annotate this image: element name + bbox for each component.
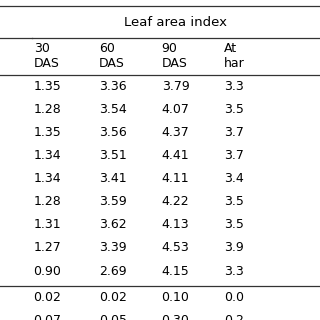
Text: 1.34: 1.34 xyxy=(34,172,61,185)
Text: 4.15: 4.15 xyxy=(162,265,189,277)
Text: 0.2: 0.2 xyxy=(224,315,244,320)
Text: 0.07: 0.07 xyxy=(34,315,61,320)
Text: DAS: DAS xyxy=(162,57,188,70)
Text: 3.5: 3.5 xyxy=(224,196,244,208)
Text: 4.13: 4.13 xyxy=(162,219,189,231)
Text: Leaf area index: Leaf area index xyxy=(124,16,228,29)
Text: 4.22: 4.22 xyxy=(162,196,189,208)
Text: 0.02: 0.02 xyxy=(99,292,127,304)
Text: 3.9: 3.9 xyxy=(224,242,244,254)
Text: 1.28: 1.28 xyxy=(34,103,61,116)
Text: 3.5: 3.5 xyxy=(224,103,244,116)
Text: 3.54: 3.54 xyxy=(99,103,127,116)
Text: 3.39: 3.39 xyxy=(99,242,127,254)
Text: 3.51: 3.51 xyxy=(99,149,127,162)
Text: 3.4: 3.4 xyxy=(224,172,244,185)
Text: 0.90: 0.90 xyxy=(34,265,61,277)
Text: 30: 30 xyxy=(34,42,50,55)
Text: 3.79: 3.79 xyxy=(162,80,189,93)
Text: 0.30: 0.30 xyxy=(162,315,189,320)
Text: 3.3: 3.3 xyxy=(224,265,244,277)
Text: 1.31: 1.31 xyxy=(34,219,61,231)
Text: DAS: DAS xyxy=(34,57,60,70)
Text: 3.7: 3.7 xyxy=(224,126,244,139)
Text: 4.11: 4.11 xyxy=(162,172,189,185)
Text: 60: 60 xyxy=(99,42,115,55)
Text: 3.41: 3.41 xyxy=(99,172,127,185)
Text: 0.10: 0.10 xyxy=(162,292,189,304)
Text: 3.7: 3.7 xyxy=(224,149,244,162)
Text: 1.34: 1.34 xyxy=(34,149,61,162)
Text: 2.69: 2.69 xyxy=(99,265,127,277)
Text: 3.56: 3.56 xyxy=(99,126,127,139)
Text: DAS: DAS xyxy=(99,57,125,70)
Text: 0.0: 0.0 xyxy=(224,292,244,304)
Text: 1.28: 1.28 xyxy=(34,196,61,208)
Text: 3.36: 3.36 xyxy=(99,80,127,93)
Text: 4.53: 4.53 xyxy=(162,242,189,254)
Text: har: har xyxy=(224,57,245,70)
Text: 0.02: 0.02 xyxy=(34,292,61,304)
Text: 4.07: 4.07 xyxy=(162,103,189,116)
Text: 4.41: 4.41 xyxy=(162,149,189,162)
Text: 1.27: 1.27 xyxy=(34,242,61,254)
Text: 3.59: 3.59 xyxy=(99,196,127,208)
Text: 3.3: 3.3 xyxy=(224,80,244,93)
Text: 0.05: 0.05 xyxy=(99,315,127,320)
Text: 1.35: 1.35 xyxy=(34,126,61,139)
Text: At: At xyxy=(224,42,237,55)
Text: 3.62: 3.62 xyxy=(99,219,127,231)
Text: 90: 90 xyxy=(162,42,178,55)
Text: 4.37: 4.37 xyxy=(162,126,189,139)
Text: 3.5: 3.5 xyxy=(224,219,244,231)
Text: 1.35: 1.35 xyxy=(34,80,61,93)
